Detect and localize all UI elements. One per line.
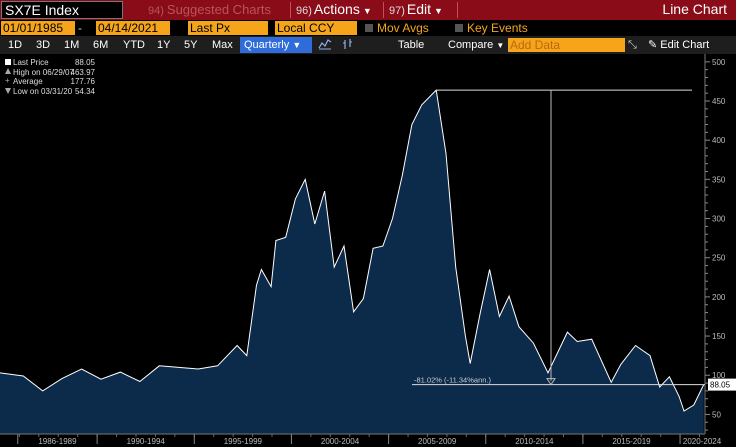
legend-value: 88.05 [74, 58, 95, 67]
add-data-input[interactable]: Add Data [508, 38, 625, 52]
legend-value: 177.76 [70, 77, 95, 86]
price-line [0, 89, 705, 412]
legend-average: + Average 177.76 [5, 76, 95, 87]
y-tick-label: 100 [712, 371, 726, 380]
frequency-select[interactable]: Quarterly ▼ [240, 37, 312, 53]
title-separator [457, 2, 458, 18]
suggested-charts-label: Suggested Charts [166, 2, 271, 17]
edit-menu-button[interactable]: 97) Edit ▼ [389, 1, 443, 19]
y-tick-label: 450 [712, 97, 726, 106]
x-tick-label: 2020-2024 [683, 437, 722, 446]
start-date-input[interactable]: 01/01/1985 [1, 21, 75, 35]
price-chart-svg: 1986-1989 1990-1994 1995-1999 2000-2004 2005… [0, 54, 736, 447]
legend-value: 463.97 [70, 67, 95, 77]
edit-chart-button[interactable]: ✎ Edit Chart [648, 38, 709, 52]
x-tick-label: 1995-1999 [224, 437, 263, 446]
table-button[interactable]: Table [398, 39, 425, 51]
period-1y-button[interactable]: 1Y [157, 39, 171, 51]
edit-label: Edit [406, 1, 432, 17]
pencil-icon: ✎ [648, 39, 658, 51]
legend-label: Low on 03/31/20 [13, 86, 73, 96]
chevron-down-icon: ▼ [362, 6, 372, 16]
legend-high: High on 06/29/07 463.97 [5, 67, 95, 78]
drawdown-arrowhead-icon [546, 378, 556, 386]
actions-menu-button[interactable]: 96) Actions ▼ [296, 1, 372, 19]
period-3d-button[interactable]: 3D [36, 39, 51, 51]
price-chart[interactable]: 1986-1989 1990-1994 1995-1999 2000-2004 2005… [0, 54, 736, 447]
x-tick-label: 1990-1994 [127, 437, 166, 446]
actions-label: Actions [313, 1, 360, 17]
edit-shortcut: 97) [389, 5, 405, 17]
chart-legend: Last Price 88.05 High on 06/29/07 463.97… [5, 58, 95, 96]
suggested-charts-button[interactable]: 94) Suggested Charts [148, 2, 271, 19]
legend-label: High on 06/29/07 [13, 67, 74, 77]
edit-chart-label: Edit Chart [660, 39, 710, 51]
compare-button[interactable]: Compare ▼ [448, 38, 504, 53]
price-field-select[interactable]: Last Px [188, 21, 268, 35]
x-tick-label: 2010-2014 [515, 437, 554, 446]
period-1m-button[interactable]: 1M [64, 39, 80, 51]
y-tick-label: 250 [712, 254, 726, 263]
period-max-button[interactable]: Max [212, 39, 233, 51]
end-date-input[interactable]: 04/14/2021 [96, 21, 170, 35]
price-area-fill [0, 90, 704, 434]
period-1d-button[interactable]: 1D [8, 39, 23, 51]
security-ticker-field[interactable]: SX7E Index [1, 1, 123, 19]
legend-label: Last Price [13, 58, 49, 67]
x-tick-label: 2005-2009 [418, 437, 457, 446]
x-tick-label: 2015-2019 [612, 437, 651, 446]
key-events-label[interactable]: Key Events [467, 21, 528, 35]
chart-type-line-icon[interactable] [318, 38, 332, 50]
chart-parameters-bar: 01/01/1985 - 04/14/2021 Last Px Local CC… [0, 20, 736, 36]
chart-type-bar-icon[interactable] [342, 38, 354, 50]
mov-avgs-checkbox[interactable] [365, 24, 373, 32]
y-tick-label: 400 [712, 136, 726, 145]
period-ytd-button[interactable]: YTD [123, 39, 145, 51]
plus-icon: + [5, 76, 10, 85]
y-tick-label: 500 [712, 58, 726, 67]
frequency-label: Quarterly [244, 39, 290, 51]
y-tick-label: 350 [712, 175, 726, 184]
legend-last-price: Last Price 88.05 [5, 58, 95, 68]
y-tick-label: 200 [712, 293, 726, 302]
legend-value: 54.34 [74, 86, 95, 96]
period-6m-button[interactable]: 6M [93, 39, 109, 51]
key-events-checkbox[interactable] [455, 24, 463, 32]
y-tick-label: 300 [712, 215, 726, 224]
y-tick-label: 150 [712, 332, 726, 341]
compare-label: Compare [448, 39, 494, 51]
down-arrow-icon [5, 87, 11, 94]
chevron-down-icon: ▼ [496, 41, 505, 50]
suggested-charts-shortcut: 94) [148, 5, 164, 17]
x-tick-label: 2000-2004 [321, 437, 360, 446]
legend-low: Low on 03/31/20 54.34 [5, 87, 95, 97]
title-separator [290, 2, 291, 18]
chart-mode-label: Line Chart [662, 1, 727, 17]
date-range-dash: - [78, 21, 82, 35]
period-toolbar: 1D 3D 1M 6M YTD 1Y 5Y Max Quarterly ▼ Ta… [0, 36, 736, 54]
drawdown-annotation: -81.02% (-11.34%ann.) [414, 376, 491, 385]
x-tick-label: 1986-1989 [38, 437, 77, 446]
chevron-down-icon: ▼ [434, 6, 443, 16]
chevron-down-icon: ▼ [292, 40, 302, 50]
legend-label: Average [13, 77, 43, 86]
actions-shortcut: 96) [296, 5, 312, 17]
last-value-label: 88.05 [710, 381, 731, 390]
up-arrow-icon [5, 67, 11, 74]
currency-select[interactable]: Local CCY [275, 21, 357, 35]
y-tick-label: 50 [712, 410, 721, 419]
last-value-tag [708, 378, 736, 391]
title-separator [383, 2, 384, 18]
legend-square-icon [5, 59, 11, 65]
period-5y-button[interactable]: 5Y [184, 39, 198, 51]
expand-icon[interactable]: ⤡ [628, 39, 637, 51]
mov-avgs-label[interactable]: Mov Avgs [377, 21, 429, 35]
title-bar: SX7E Index 94) Suggested Charts 96) Action… [0, 0, 736, 20]
